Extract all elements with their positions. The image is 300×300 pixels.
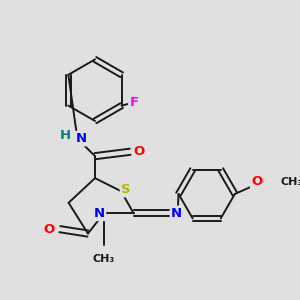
Text: N: N (94, 207, 105, 220)
Text: O: O (44, 223, 55, 236)
Text: CH₃: CH₃ (93, 254, 115, 264)
Text: O: O (133, 145, 145, 158)
Text: N: N (75, 132, 86, 145)
Text: N: N (171, 207, 182, 220)
Text: O: O (251, 175, 262, 188)
Text: S: S (121, 183, 130, 196)
Text: F: F (129, 96, 139, 109)
Text: CH₃: CH₃ (280, 177, 300, 187)
Text: H: H (59, 129, 71, 142)
